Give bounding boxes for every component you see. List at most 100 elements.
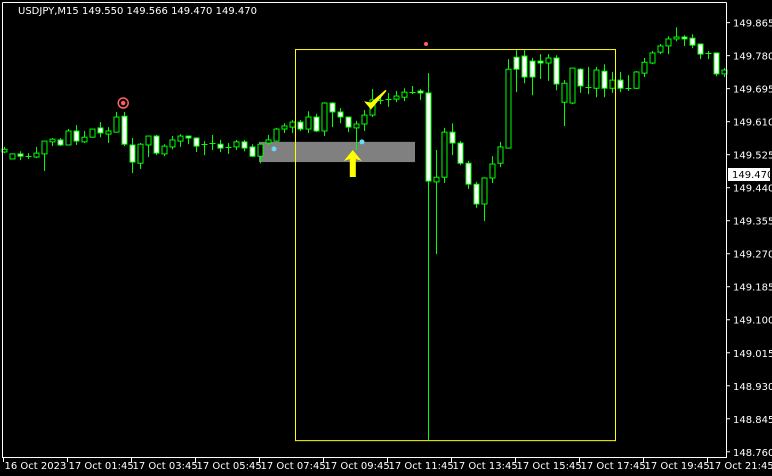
candle [665,36,672,55]
candle [601,64,608,98]
candle [249,144,256,158]
candle-body [521,55,528,78]
candle-body [297,121,304,130]
y-tick-label: 148.760 [733,448,772,459]
candle [385,92,392,107]
target-icon [117,97,129,109]
candle-body [505,68,512,149]
candle [537,54,544,79]
candle [585,66,592,95]
candle-body [673,36,680,40]
candle-body [473,183,480,205]
candle [25,153,32,159]
candle [465,160,472,189]
candle-body [401,91,408,98]
candle [417,89,424,100]
candle [97,122,104,138]
candle [697,43,704,60]
price-axis[interactable]: 149.865 149.780 149.695 149.610 149.525 149.4… [726,19,772,459]
candle [497,141,504,168]
y-tick-label: 149.525 [733,151,772,162]
x-tick-label: 17 Oct 01:45 [69,461,134,472]
candle [473,181,480,208]
candle-body [137,143,144,164]
candle-body [457,142,464,164]
candle [273,127,280,142]
candle [57,137,64,147]
candle-body [345,116,352,128]
candle [233,139,240,151]
candle-body [681,36,688,40]
marker-dot [424,42,428,47]
candle [81,130,88,144]
candle-body [265,139,272,144]
candle-body [153,135,160,154]
candle [193,137,200,152]
x-tick-label: 17 Oct 19:45 [645,461,710,472]
y-tick-label: 149.695 [733,85,772,96]
candle-body [217,143,224,149]
candle-body [665,38,672,47]
checkmark-icon [364,89,387,110]
current-price-label: 149.470 [732,170,772,181]
candle [545,54,552,81]
candle-body [129,144,136,163]
candle-body [569,67,576,104]
candle-body [41,140,48,155]
candle [201,141,208,156]
candle [17,151,24,161]
x-tick-label: 17 Oct 09:45 [325,461,390,472]
candle [625,75,632,91]
y-tick-label: 149.270 [733,250,772,261]
x-tick-label: 16 Oct 2023 [5,461,67,472]
candle-body [609,79,616,89]
candle [73,125,80,145]
candle [425,73,432,441]
candle-body [697,43,704,55]
candle [329,102,336,128]
candle-body [593,69,600,89]
candle-body [121,115,128,145]
candle [49,137,56,147]
candle-body [89,128,96,138]
candle-body [81,136,88,143]
candle-body [649,52,656,64]
price-zone [259,141,415,163]
candle-body [441,131,448,178]
candle-body [329,102,336,113]
candle-body [497,146,504,164]
x-tick-label: 17 Oct 11:45 [389,461,454,472]
candle-body [433,176,440,183]
candle [713,52,720,77]
candle [89,128,96,138]
candle-body [449,131,456,144]
x-tick-label: 17 Oct 21:45 [709,461,772,472]
candle [113,111,120,133]
y-tick-label: 149.780 [733,52,772,63]
candle-body [73,130,80,142]
candle [441,127,448,184]
candle [649,50,656,65]
candle [353,120,360,151]
candle-body [689,37,696,46]
candle-body [489,163,496,179]
candle-body [113,116,120,133]
candle-body [105,130,112,135]
candle [401,88,408,102]
y-tick-label: 148.845 [733,415,772,426]
candle-body [465,162,472,185]
candle-body [561,82,568,103]
signal-dot [271,146,277,152]
candle [361,110,368,131]
candle-body [353,123,360,129]
candle [617,71,624,93]
symbol-label: USDJPY,M15 [18,6,79,17]
candle-body [185,135,192,139]
candle-body [425,92,432,182]
candle-body [313,116,320,132]
candle-body [513,56,520,70]
candle-body [289,121,296,128]
candle-body [241,141,248,149]
